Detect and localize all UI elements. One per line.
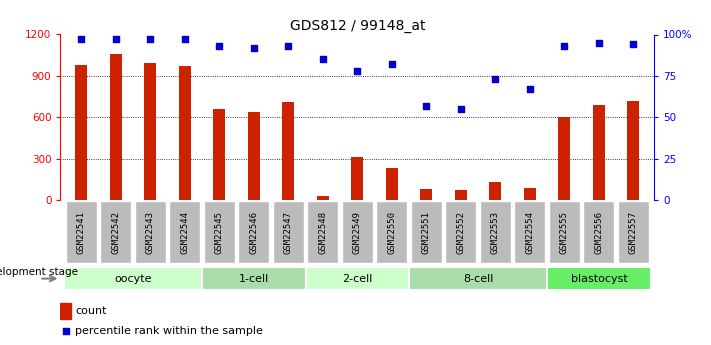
Text: GSM22547: GSM22547 <box>284 210 293 254</box>
Point <box>351 68 363 74</box>
Point <box>75 37 87 42</box>
Point <box>248 45 260 50</box>
Point <box>628 42 639 47</box>
FancyBboxPatch shape <box>411 201 442 263</box>
Text: GSM22556: GSM22556 <box>594 210 604 254</box>
FancyBboxPatch shape <box>100 201 132 263</box>
FancyBboxPatch shape <box>202 267 306 290</box>
FancyBboxPatch shape <box>547 267 651 290</box>
Text: 2-cell: 2-cell <box>342 274 373 284</box>
Text: GSM22552: GSM22552 <box>456 210 465 254</box>
Bar <box>316 196 328 200</box>
Text: GSM22549: GSM22549 <box>353 210 362 254</box>
Point <box>144 37 156 42</box>
FancyBboxPatch shape <box>64 267 202 290</box>
FancyBboxPatch shape <box>273 201 304 263</box>
Bar <box>420 189 432 200</box>
Text: GSM22542: GSM22542 <box>111 210 120 254</box>
Text: 8-cell: 8-cell <box>463 274 493 284</box>
Point <box>317 57 328 62</box>
Bar <box>489 182 501 200</box>
FancyBboxPatch shape <box>409 267 547 290</box>
Bar <box>282 102 294 200</box>
Point <box>213 43 225 49</box>
FancyBboxPatch shape <box>238 201 269 263</box>
Bar <box>593 105 605 200</box>
Point <box>386 61 397 67</box>
Bar <box>558 117 570 200</box>
FancyBboxPatch shape <box>618 201 649 263</box>
Text: GSM22543: GSM22543 <box>146 210 155 254</box>
Bar <box>213 109 225 200</box>
Point <box>179 37 191 42</box>
FancyBboxPatch shape <box>342 201 373 263</box>
Text: development stage: development stage <box>0 267 77 277</box>
FancyBboxPatch shape <box>480 201 511 263</box>
Text: GSM22555: GSM22555 <box>560 210 569 254</box>
Text: GSM22553: GSM22553 <box>491 210 500 254</box>
Bar <box>178 66 191 200</box>
Bar <box>247 112 260 200</box>
Text: blastocyst: blastocyst <box>570 274 627 284</box>
Point <box>559 43 570 49</box>
FancyBboxPatch shape <box>169 201 201 263</box>
Text: GSM22551: GSM22551 <box>422 210 431 254</box>
FancyBboxPatch shape <box>307 201 338 263</box>
Text: count: count <box>75 306 107 316</box>
FancyBboxPatch shape <box>203 201 235 263</box>
Bar <box>386 168 398 200</box>
Bar <box>75 65 87 200</box>
FancyBboxPatch shape <box>65 201 97 263</box>
Text: GSM22548: GSM22548 <box>319 210 327 254</box>
Point <box>60 328 72 334</box>
FancyBboxPatch shape <box>583 201 614 263</box>
Bar <box>109 54 122 200</box>
FancyBboxPatch shape <box>514 201 545 263</box>
Bar <box>627 101 639 200</box>
Text: percentile rank within the sample: percentile rank within the sample <box>75 326 263 336</box>
Text: 1-cell: 1-cell <box>239 274 269 284</box>
Text: GSM22541: GSM22541 <box>77 210 85 254</box>
Point <box>110 37 122 42</box>
Bar <box>60 303 71 319</box>
Text: GSM22546: GSM22546 <box>250 210 258 254</box>
Text: GSM22544: GSM22544 <box>180 210 189 254</box>
Bar <box>144 63 156 200</box>
Text: GSM22545: GSM22545 <box>215 210 224 254</box>
Point <box>490 77 501 82</box>
FancyBboxPatch shape <box>549 201 580 263</box>
Title: GDS812 / 99148_at: GDS812 / 99148_at <box>289 19 425 33</box>
Text: oocyte: oocyte <box>114 274 151 284</box>
Bar <box>351 157 363 200</box>
Text: GSM22557: GSM22557 <box>629 210 638 254</box>
FancyBboxPatch shape <box>376 201 407 263</box>
FancyBboxPatch shape <box>445 201 476 263</box>
Point <box>421 103 432 108</box>
FancyBboxPatch shape <box>306 267 409 290</box>
Text: GSM22550: GSM22550 <box>387 210 396 254</box>
Point <box>455 106 466 112</box>
Bar <box>455 190 467 200</box>
FancyBboxPatch shape <box>134 201 166 263</box>
Point <box>524 86 535 92</box>
Bar <box>524 188 536 200</box>
Point <box>593 40 604 46</box>
Text: GSM22554: GSM22554 <box>525 210 535 254</box>
Point <box>282 43 294 49</box>
